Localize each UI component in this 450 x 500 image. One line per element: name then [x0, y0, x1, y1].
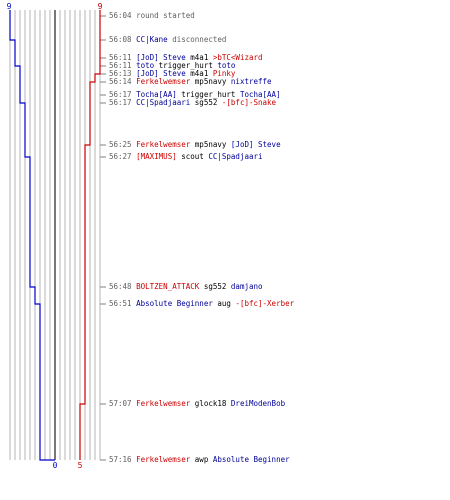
event-weapon: mp5navy [190, 140, 231, 149]
event-time: 56:08 [109, 35, 132, 44]
player-name: -[bfc]-Xerber [235, 299, 295, 308]
player-name: BOLTZEN_ATTACK [136, 282, 200, 291]
player-name: toto [136, 61, 155, 70]
red-start-count-label: 9 [98, 2, 103, 11]
event-row: 56:13 [JoD] Steve m4a1 Pinky [109, 70, 235, 78]
player-name: [JoD] Steve [136, 53, 186, 62]
event-row: 56:51 Absolute Beginner aug -[bfc]-Xerbe… [109, 300, 294, 308]
event-row: 56:11 toto trigger_hurt toto [109, 62, 235, 70]
event-row: 56:17 CC|Spadjaari sg552 -[bfc]-Snake [109, 99, 276, 107]
player-name: DreiModenBob [230, 399, 286, 408]
event-time: 56:25 [109, 140, 132, 149]
player-name: CC|Spadjaari [208, 152, 263, 161]
event-time: 56:13 [109, 69, 132, 78]
player-name: -[bfc]-Snake [221, 98, 277, 107]
event-time: 56:48 [109, 282, 132, 291]
team-step-lines [9, 10, 101, 461]
player-name: [JoD] Steve [136, 69, 186, 78]
event-row: 56:14 Ferkelwemser mp5navy nixtreffe [109, 78, 272, 86]
red-team-line [79, 10, 101, 460]
red-end-count-label: 5 [78, 461, 83, 470]
event-row: 56:08 CC|Kane disconnected [109, 36, 226, 44]
event-message: disconnected [167, 35, 227, 44]
player-name: >bTC<Wizard [212, 53, 263, 62]
event-row: 56:11 [JoD] Steve m4a1 >bTC<Wizard [109, 54, 263, 62]
event-time: 56:04 [109, 11, 132, 20]
player-name: Ferkelwemser [136, 140, 191, 149]
player-name: nixtreffe [230, 77, 272, 86]
event-row: 56:27 [MAXIMUS] scout CC|Spadjaari [109, 153, 263, 161]
event-weapon: trigger_hurt [154, 61, 218, 70]
event-time: 56:11 [109, 53, 132, 62]
player-name: Absolute Beginner [136, 299, 213, 308]
player-name: Ferkelwemser [136, 455, 191, 464]
player-name: CC|Kane [136, 35, 168, 44]
player-name: Tocha[AA] [136, 90, 177, 99]
event-weapon: glock18 [190, 399, 231, 408]
player-name: Tocha[AA] [239, 90, 281, 99]
event-time: 56:27 [109, 152, 132, 161]
event-time: 56:14 [109, 77, 132, 86]
event-row: 56:48 BOLTZEN_ATTACK sg552 damjano [109, 283, 263, 291]
event-weapon: trigger_hurt [176, 90, 240, 99]
event-time: 56:17 [109, 98, 132, 107]
player-name: toto [217, 61, 236, 70]
event-row: 56:04 round started [109, 12, 195, 20]
player-name: damjano [230, 282, 263, 291]
event-row: 56:17 Tocha[AA] trigger_hurt Tocha[AA] [109, 91, 281, 99]
player-name: Absolute Beginner [212, 455, 290, 464]
player-name: [JoD] Steve [230, 140, 281, 149]
event-ticks [100, 15, 106, 461]
event-weapon: m4a1 [185, 53, 213, 62]
event-weapon: aug [212, 299, 236, 308]
blue-end-count-label: 0 [53, 461, 58, 470]
event-row: 57:07 Ferkelwemser glock18 DreiModenBob [109, 400, 285, 408]
event-time: 56:11 [109, 61, 132, 70]
event-row: 57:16 Ferkelwemser awp Absolute Beginner [109, 456, 290, 464]
blue-team-line [9, 10, 55, 461]
player-name: Ferkelwemser [136, 399, 191, 408]
event-time: 56:51 [109, 299, 132, 308]
team-count-labels: 9 9 0 5 [7, 2, 103, 470]
event-weapon: awp [190, 455, 213, 464]
player-name: CC|Spadjaari [136, 98, 191, 107]
player-name: Pinky [212, 69, 236, 78]
event-weapon: scout [176, 152, 209, 161]
event-row: 56:25 Ferkelwemser mp5navy [JoD] Steve [109, 141, 281, 149]
event-weapon: m4a1 [185, 69, 213, 78]
event-weapon: sg552 [190, 98, 222, 107]
player-name: Ferkelwemser [136, 77, 191, 86]
event-weapon: mp5navy [190, 77, 231, 86]
player-name: [MAXIMUS] [136, 152, 177, 161]
blue-start-count-label: 9 [7, 2, 12, 11]
event-weapon: sg552 [199, 282, 231, 291]
event-time: 56:17 [109, 90, 132, 99]
event-message: round started [136, 11, 195, 20]
grid-lines [9, 10, 101, 460]
event-time: 57:16 [109, 455, 132, 464]
event-time: 57:07 [109, 399, 132, 408]
